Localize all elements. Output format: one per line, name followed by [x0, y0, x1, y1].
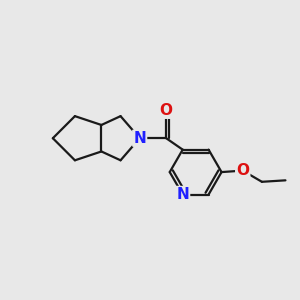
Text: O: O — [160, 103, 173, 118]
Text: O: O — [236, 163, 249, 178]
Text: N: N — [176, 187, 189, 202]
Text: N: N — [133, 131, 146, 146]
